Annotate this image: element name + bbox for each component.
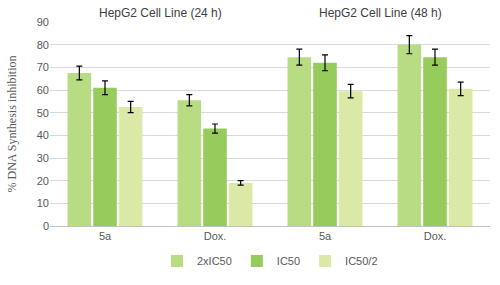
svg-text:Dox.: Dox. bbox=[204, 230, 227, 242]
svg-text:HepG2 Cell Line (24 h): HepG2 Cell Line (24 h) bbox=[99, 6, 222, 20]
svg-text:50: 50 bbox=[37, 107, 49, 119]
svg-text:20: 20 bbox=[37, 175, 49, 187]
svg-text:Dox.: Dox. bbox=[424, 230, 447, 242]
svg-text:60: 60 bbox=[37, 84, 49, 96]
svg-text:90: 90 bbox=[37, 16, 49, 28]
svg-text:2xIC50: 2xIC50 bbox=[197, 255, 232, 267]
svg-text:0: 0 bbox=[43, 220, 49, 232]
svg-text:30: 30 bbox=[37, 152, 49, 164]
svg-text:IC50: IC50 bbox=[277, 255, 300, 267]
svg-text:40: 40 bbox=[37, 129, 49, 141]
svg-text:HepG2 Cell Line (48 h): HepG2 Cell Line (48 h) bbox=[319, 6, 442, 20]
svg-text:70: 70 bbox=[37, 61, 49, 73]
svg-text:% DNA Synthesis inhibition: % DNA Synthesis inhibition bbox=[5, 55, 19, 192]
svg-text:5a: 5a bbox=[99, 230, 112, 242]
svg-text:10: 10 bbox=[37, 197, 49, 209]
svg-text:80: 80 bbox=[37, 39, 49, 51]
svg-text:5a: 5a bbox=[319, 230, 332, 242]
svg-text:IC50/2: IC50/2 bbox=[345, 255, 377, 267]
